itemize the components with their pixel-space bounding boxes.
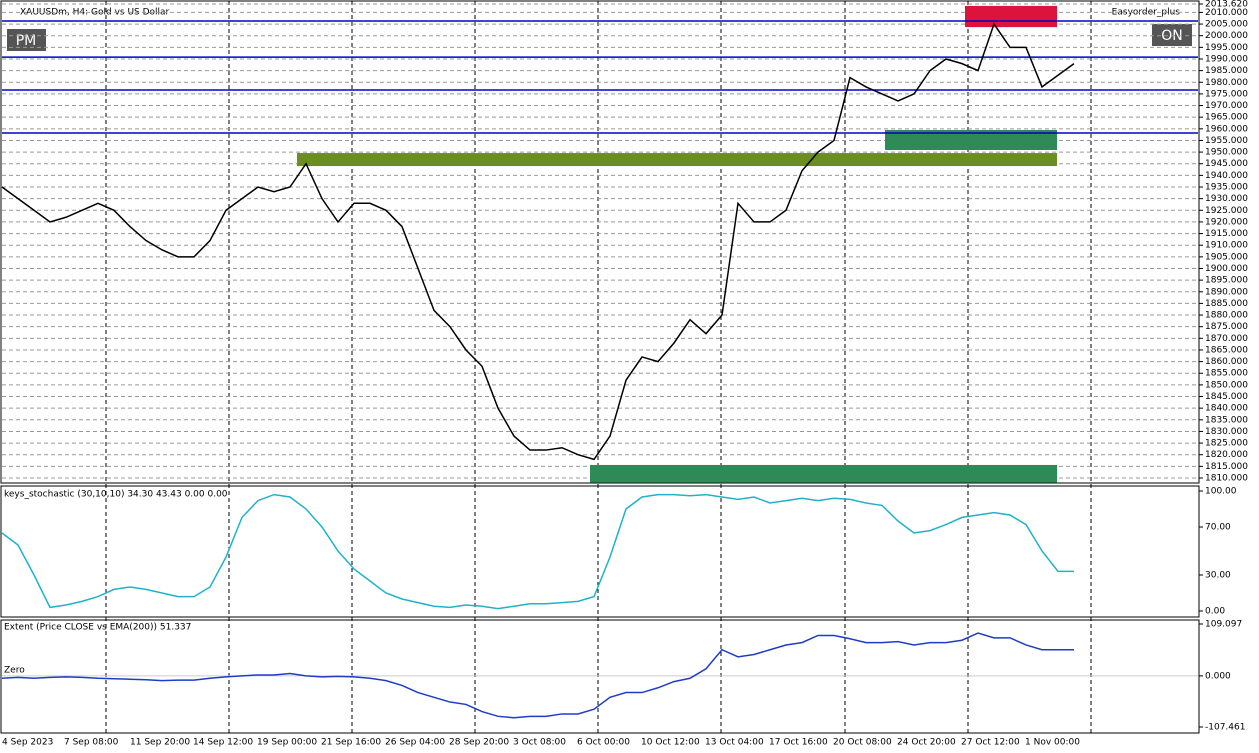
y-tick-label: 100.00 xyxy=(1205,487,1237,497)
y-tick-label: 0.00 xyxy=(1205,607,1225,617)
pm-button[interactable] xyxy=(7,29,46,51)
x-tick-label: 6 Oct 00:00 xyxy=(577,738,630,748)
y-tick-label: 1850.000 xyxy=(1205,380,1248,390)
y-tick-label: 1980.000 xyxy=(1205,78,1248,88)
y-tick-label: 1920.000 xyxy=(1205,217,1248,227)
y-tick-label: 1975.000 xyxy=(1205,89,1248,99)
y-tick-label: 70.00 xyxy=(1205,523,1231,533)
x-tick-label: 20 Oct 08:00 xyxy=(833,738,892,748)
y-tick-label: 1880.000 xyxy=(1205,311,1248,321)
pm-button-label[interactable]: PM xyxy=(16,33,37,49)
zone xyxy=(297,153,1057,167)
x-tick-label: 14 Sep 12:00 xyxy=(193,738,253,748)
y-tick-label: 1985.000 xyxy=(1205,66,1248,76)
y-tick-label: 1940.000 xyxy=(1205,171,1248,181)
y-tick-label: 1860.000 xyxy=(1205,357,1248,367)
x-tick-label: 13 Oct 04:00 xyxy=(705,738,764,748)
x-tick-label: 3 Oct 08:00 xyxy=(513,738,566,748)
y-tick-label: 0.000 xyxy=(1205,671,1231,681)
y-tick-label: 109.097 xyxy=(1205,620,1242,630)
y-tick-label: 1970.000 xyxy=(1205,101,1248,111)
y-tick-label: -107.461 xyxy=(1205,723,1245,733)
y-tick-label: 1910.000 xyxy=(1205,241,1248,251)
y-tick-label: 1830.000 xyxy=(1205,427,1248,437)
x-tick-label: 26 Sep 04:00 xyxy=(385,738,445,748)
y-tick-label: 1890.000 xyxy=(1205,287,1248,297)
y-tick-label: 2010.000 xyxy=(1205,8,1248,18)
y-tick-label: 1895.000 xyxy=(1205,276,1248,286)
y-tick-label: 1885.000 xyxy=(1205,299,1248,309)
x-tick-label: 11 Sep 20:00 xyxy=(130,738,190,748)
x-tick-label: 28 Sep 20:00 xyxy=(449,738,509,748)
x-tick-label: 4 Sep 2023 xyxy=(2,738,53,748)
x-tick-label: 10 Oct 12:00 xyxy=(641,738,700,748)
y-tick-label: 2005.000 xyxy=(1205,20,1248,30)
y-tick-label: 1840.000 xyxy=(1205,404,1248,414)
zone xyxy=(590,464,1057,483)
y-tick-label: 1915.000 xyxy=(1205,229,1248,239)
series-line xyxy=(1,632,1074,719)
series-line xyxy=(1,493,1074,610)
y-tick-label: 1995.000 xyxy=(1205,43,1248,53)
x-tick-label: 1 Nov 00:00 xyxy=(1025,738,1080,748)
y-tick-label: 1925.000 xyxy=(1205,206,1248,216)
on-button[interactable] xyxy=(1152,24,1192,46)
y-tick-label: 1815.000 xyxy=(1205,462,1248,472)
y-tick-label: 1810.000 xyxy=(1205,473,1248,483)
stochastic-panel xyxy=(0,485,1200,618)
extent-panel xyxy=(0,619,1200,734)
y-tick-label: 2013.620 xyxy=(1205,0,1248,10)
series-line xyxy=(1,22,1075,461)
y-tick-label: 1870.000 xyxy=(1205,334,1248,344)
y-tick-label: 1820.000 xyxy=(1205,450,1248,460)
y-tick-label: 1930.000 xyxy=(1205,194,1248,204)
zero-label: Zero xyxy=(4,666,25,676)
y-tick-label: 1960.000 xyxy=(1205,124,1248,134)
y-tick-label: 1875.000 xyxy=(1205,322,1248,332)
y-tick-label: 1835.000 xyxy=(1205,415,1248,425)
y-tick-label: 1965.000 xyxy=(1205,113,1248,123)
y-tick-label: 1855.000 xyxy=(1205,369,1248,379)
vertical-grid xyxy=(105,1,1092,733)
x-tick-label: 19 Sep 00:00 xyxy=(257,738,317,748)
y-tick-label: 1900.000 xyxy=(1205,264,1248,274)
y-tick-label: 1905.000 xyxy=(1205,252,1248,262)
y-tick-label: 1845.000 xyxy=(1205,392,1248,402)
stochastic-title: keys_stochastic (30,10,10) 34.30 43.43 0… xyxy=(4,490,228,500)
x-tick-label: 21 Sep 16:00 xyxy=(321,738,381,748)
x-tick-label: 27 Oct 12:00 xyxy=(961,738,1020,748)
y-tick-label: 1945.000 xyxy=(1205,159,1248,169)
x-tick-label: 17 Oct 16:00 xyxy=(769,738,828,748)
price-panel xyxy=(0,0,1200,484)
y-tick-label: 2000.000 xyxy=(1205,31,1248,41)
zone xyxy=(965,5,1057,28)
y-tick-label: 30.00 xyxy=(1205,571,1231,581)
y-tick-label: 1935.000 xyxy=(1205,183,1248,193)
y-tick-label: 1950.000 xyxy=(1205,148,1248,158)
zone xyxy=(885,129,1057,151)
x-tick-label: 24 Oct 20:00 xyxy=(897,738,956,748)
y-tick-label: 1865.000 xyxy=(1205,345,1248,355)
y-tick-label: 1955.000 xyxy=(1205,136,1248,146)
x-tick-label: 7 Sep 08:00 xyxy=(64,738,119,748)
y-tick-label: 1990.000 xyxy=(1205,54,1248,64)
extent-title: Extent (Price CLOSE vs EMA(200)) 51.337 xyxy=(4,623,191,633)
y-tick-label: 1825.000 xyxy=(1205,439,1248,449)
